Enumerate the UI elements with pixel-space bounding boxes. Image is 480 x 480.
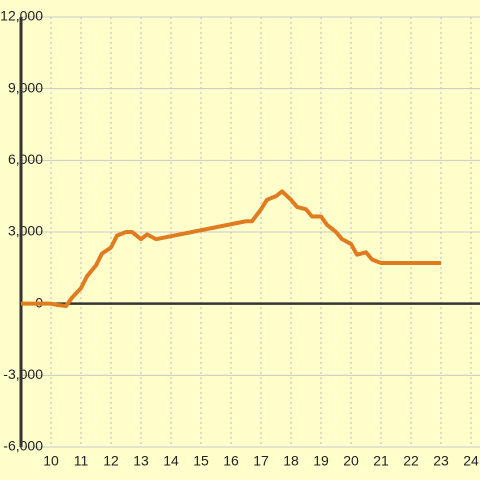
- y-tick-label: -6,000: [3, 438, 43, 454]
- x-tick-label: 16: [223, 453, 239, 469]
- x-tick-label: 17: [253, 453, 269, 469]
- x-tick-label: 24: [463, 453, 479, 469]
- y-tick-label: 6,000: [8, 151, 43, 167]
- x-tick-label: 12: [103, 453, 119, 469]
- x-tick-label: 19: [313, 453, 329, 469]
- x-tick-label: 11: [74, 453, 89, 469]
- x-tick-label: 14: [163, 453, 179, 469]
- x-tick-label: 18: [283, 453, 299, 469]
- y-tick-label: 3,000: [8, 223, 43, 239]
- y-tick-label: 12,000: [0, 8, 43, 24]
- x-tick-label: 13: [133, 453, 149, 469]
- x-tick-label: 21: [373, 453, 389, 469]
- line-series: [21, 189, 441, 309]
- x-tick-label: 23: [433, 453, 449, 469]
- y-tick-label: 9,000: [8, 79, 43, 95]
- x-tick-label: 20: [343, 453, 359, 469]
- x-tick-label: 10: [43, 453, 59, 469]
- x-tick-label: 22: [403, 453, 419, 469]
- y-tick-label: -3,000: [3, 366, 43, 382]
- x-tick-label: 15: [193, 453, 209, 469]
